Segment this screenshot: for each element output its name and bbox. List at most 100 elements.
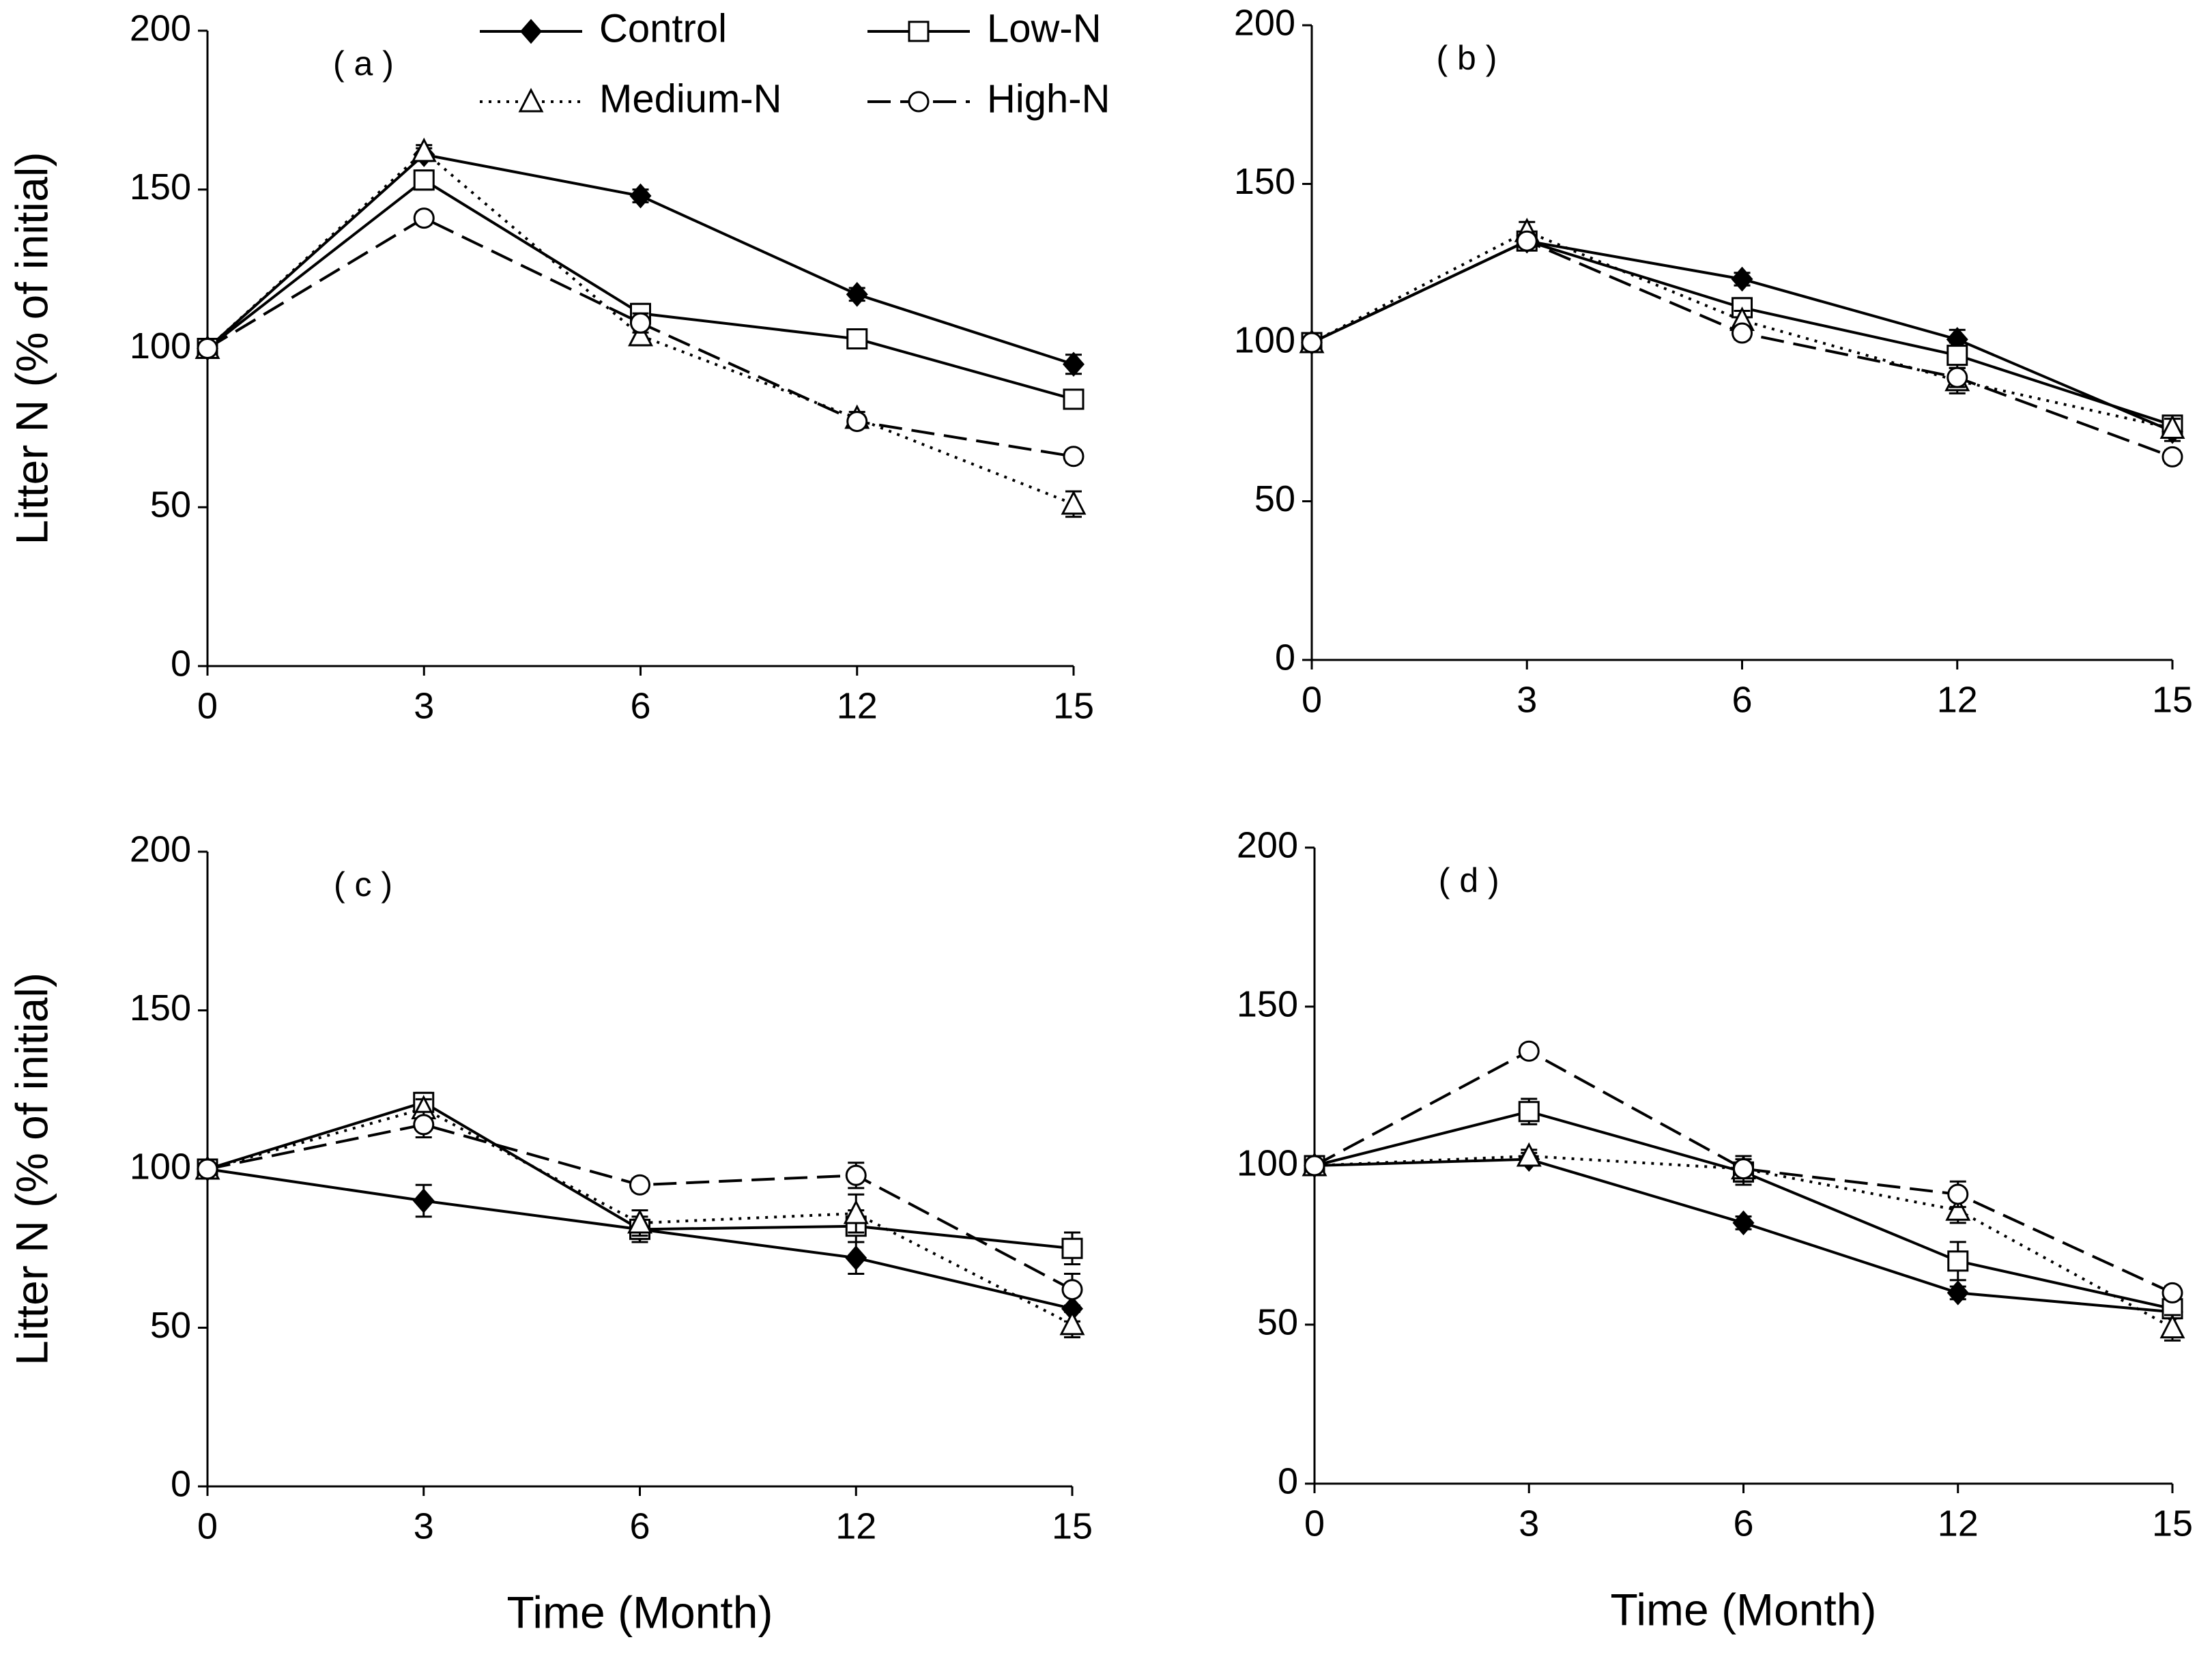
x-tick-label: 12 — [837, 685, 878, 726]
marker — [1304, 1155, 1325, 1177]
marker — [1063, 388, 1085, 410]
marker — [518, 87, 544, 113]
marker — [629, 1174, 650, 1196]
y-axis-label: Litter N (% of initial) — [6, 152, 57, 545]
marker — [908, 20, 930, 42]
marker — [1732, 1210, 1755, 1236]
panel-label: ( c ) — [334, 865, 392, 904]
x-tick-label: 15 — [2152, 1503, 2193, 1544]
marker — [629, 183, 652, 209]
marker — [411, 137, 437, 162]
marker — [846, 328, 868, 350]
marker — [197, 1158, 218, 1180]
y-tick-label: 50 — [1254, 478, 1295, 519]
marker — [1945, 1196, 1971, 1221]
x-axis-label: Time (Month) — [1611, 1584, 1877, 1634]
series-line — [1311, 230, 2173, 430]
marker — [1731, 266, 1753, 292]
x-tick-label: 6 — [630, 685, 650, 726]
y-tick-label: 0 — [171, 643, 191, 684]
marker — [2159, 414, 2185, 440]
marker — [1061, 1237, 1083, 1259]
y-tick-label: 150 — [130, 988, 191, 1028]
marker — [413, 1114, 435, 1136]
x-tick-label: 3 — [1517, 679, 1537, 720]
marker — [197, 338, 218, 359]
y-tick-label: 0 — [1275, 637, 1295, 678]
y-tick-label: 150 — [1237, 983, 1298, 1024]
x-tick-label: 6 — [629, 1505, 650, 1546]
marker — [1733, 1158, 1754, 1180]
legend-label: High-N — [987, 76, 1110, 121]
y-tick-label: 200 — [1237, 824, 1298, 865]
marker — [413, 169, 435, 191]
marker — [1518, 1101, 1540, 1123]
series-line — [1314, 1155, 2173, 1329]
y-tick-label: 100 — [1237, 1142, 1298, 1183]
x-tick-label: 15 — [2152, 679, 2193, 720]
y-tick-label: 150 — [130, 167, 191, 207]
marker — [1516, 230, 1538, 252]
y-tick-label: 50 — [1257, 1301, 1298, 1342]
marker — [1063, 446, 1085, 467]
marker — [845, 1164, 867, 1186]
y-tick-label: 100 — [130, 326, 191, 366]
marker — [908, 91, 930, 113]
x-tick-label: 3 — [414, 1505, 434, 1546]
y-tick-label: 0 — [171, 1463, 191, 1504]
x-axis-label: Time (Month) — [507, 1587, 773, 1637]
x-tick-label: 3 — [1519, 1503, 1539, 1544]
marker — [1947, 1183, 1969, 1205]
marker — [1518, 1040, 1540, 1062]
marker — [520, 18, 542, 44]
marker — [1301, 332, 1323, 354]
marker — [1947, 366, 1968, 388]
legend-label: Control — [599, 6, 727, 51]
marker — [413, 207, 435, 229]
x-tick-label: 12 — [1937, 679, 1978, 720]
marker — [412, 1188, 435, 1213]
series-line — [1314, 1110, 2173, 1310]
marker — [628, 321, 653, 347]
y-axis-label: Litter N (% of initial) — [6, 972, 57, 1366]
marker — [1947, 1250, 1969, 1272]
y-tick-label: 50 — [150, 485, 191, 525]
marker — [845, 1245, 867, 1271]
marker — [1063, 351, 1085, 377]
marker — [2161, 446, 2183, 467]
marker — [843, 1199, 869, 1224]
x-tick-label: 0 — [197, 1505, 218, 1546]
marker — [1947, 345, 1968, 366]
y-tick-label: 100 — [1234, 319, 1295, 360]
y-tick-label: 150 — [1234, 161, 1295, 202]
legend-label: Medium-N — [599, 76, 782, 121]
x-tick-label: 15 — [1053, 685, 1094, 726]
x-tick-label: 12 — [1938, 1503, 1979, 1544]
x-tick-label: 0 — [197, 685, 218, 726]
marker — [2159, 1314, 2185, 1339]
marker — [1947, 1280, 1969, 1306]
panel-label: ( d ) — [1439, 861, 1499, 899]
x-tick-label: 6 — [1733, 1503, 1753, 1544]
marker — [1732, 322, 1753, 344]
series-line — [207, 1123, 1073, 1291]
x-tick-label: 0 — [1304, 1503, 1325, 1544]
y-tick-label: 200 — [1234, 2, 1295, 43]
marker — [627, 1209, 652, 1234]
y-tick-label: 100 — [130, 1146, 191, 1187]
panel-label: ( b ) — [1437, 39, 1497, 77]
x-tick-label: 12 — [835, 1505, 876, 1546]
x-tick-label: 6 — [1732, 679, 1752, 720]
marker — [630, 312, 651, 334]
marker — [846, 282, 868, 307]
marker — [1059, 1310, 1085, 1336]
y-tick-label: 200 — [130, 828, 191, 869]
marker — [1061, 1279, 1083, 1301]
panel-label: ( a ) — [333, 44, 394, 83]
x-tick-label: 0 — [1302, 679, 1322, 720]
marker — [1516, 1142, 1542, 1167]
series-line — [206, 178, 1074, 401]
legend-label: Low-N — [987, 6, 1102, 51]
marker — [846, 411, 868, 433]
